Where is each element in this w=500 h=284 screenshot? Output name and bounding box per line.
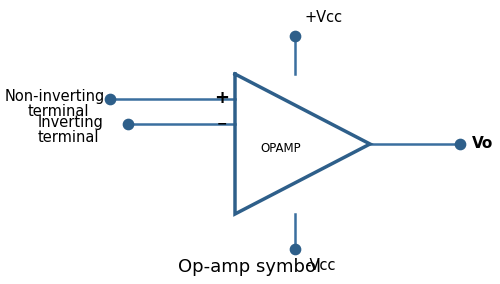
Text: terminal: terminal <box>38 131 100 145</box>
Text: Op-amp symbol: Op-amp symbol <box>178 258 322 276</box>
Point <box>124 122 132 126</box>
Text: Vo: Vo <box>472 137 493 151</box>
Text: +Vcc: +Vcc <box>305 11 343 26</box>
Text: Non-inverting: Non-inverting <box>5 89 105 103</box>
Text: terminal: terminal <box>28 105 90 120</box>
Text: -Vcc: -Vcc <box>305 258 336 273</box>
Point <box>291 34 299 38</box>
Point <box>456 142 464 146</box>
Text: −: − <box>217 118 227 131</box>
Text: Inverting: Inverting <box>38 114 104 130</box>
Text: +: + <box>214 89 230 107</box>
Point <box>106 97 114 101</box>
Text: OPAMP: OPAMP <box>260 143 300 156</box>
Point <box>291 247 299 251</box>
